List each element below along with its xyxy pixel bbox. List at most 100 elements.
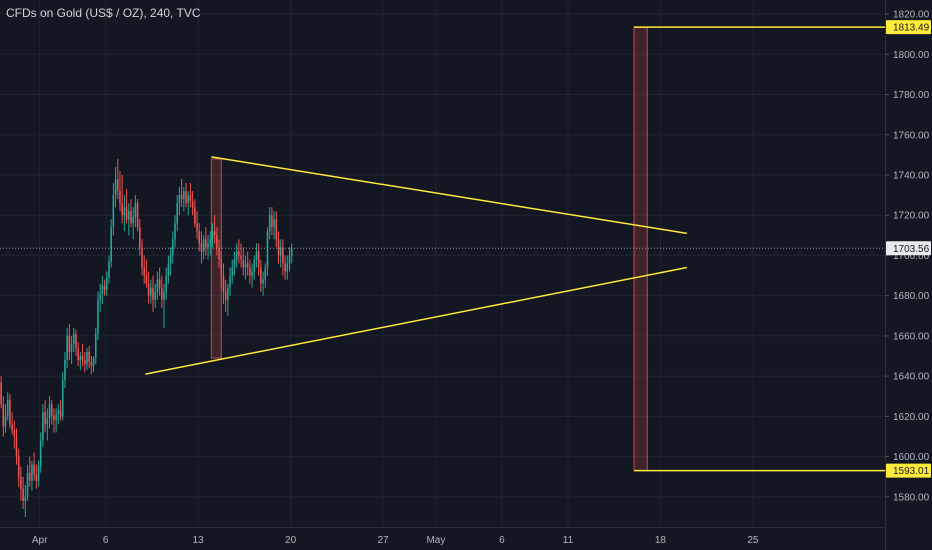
candle-body [275,219,278,240]
y-tick-label: 1700.00 [893,251,930,262]
candle-body [6,400,9,417]
candle-body [55,414,57,421]
price-level-tag-bg [886,463,931,478]
candle-body [196,223,198,232]
y-tick-label: 1640.00 [893,372,930,383]
candle-body [114,179,117,196]
candle-body [22,488,24,501]
candle-body [191,201,194,208]
candle-body [110,227,112,262]
candle-body [97,299,99,334]
x-tick-label: May [426,535,445,546]
candle-body [251,271,253,276]
candle-body [178,195,181,204]
range-box [633,26,648,472]
candle-body [64,360,66,381]
candle-body [288,255,291,264]
candle-body [216,235,218,248]
candle-body [127,211,130,220]
candle-body [48,404,51,419]
x-tick-label: 13 [193,535,205,546]
y-tick-label: 1740.00 [893,170,930,181]
candle-body [185,191,187,204]
candle-body [138,227,141,248]
x-tick-label: 6 [499,535,505,546]
y-tick-label: 1580.00 [893,492,930,503]
candle-body [72,333,75,344]
candle-body [123,207,126,216]
candle-body [136,203,139,228]
candle-body [11,424,13,431]
candle-body [150,287,152,296]
candle-body [130,211,132,224]
candle-body [119,191,121,204]
y-tick-label: 1620.00 [893,412,930,423]
candle-body [213,231,216,236]
y-tick-label: 1600.00 [893,452,930,463]
candle-body [94,333,97,359]
x-tick-label: 6 [103,535,109,546]
candle-body [244,263,247,268]
trendline-lower[interactable] [145,266,688,375]
candle-body [0,382,2,405]
candle-body [116,179,119,192]
candle-body [134,203,137,218]
candle-body [194,207,196,224]
candle-body [290,248,293,256]
candle-body [141,247,143,268]
y-tick-label: 1800.00 [893,50,930,61]
candle-body [233,259,236,268]
current-price-tag-bg [886,241,931,256]
candle-body [205,239,207,248]
candle-body [163,291,165,300]
candle-body [77,347,79,361]
candle-body [231,267,234,276]
candle-body [268,215,271,232]
trendline-upper[interactable] [211,156,687,235]
candle-body [83,360,86,365]
candle-body [224,291,227,300]
current-price-tag: 1703.56 [893,244,930,255]
candle-body [229,275,231,288]
candle-body [227,287,229,300]
candle-body [249,267,251,276]
candle-body [240,255,242,260]
candle-body [187,195,190,204]
candle-body [105,277,108,290]
candle-body [154,291,157,300]
candle-body [86,352,88,365]
candle-body [103,285,106,290]
x-tick-label: Apr [32,535,48,546]
candle-body [57,410,60,415]
candle-body [200,243,203,252]
candle-body [125,207,128,220]
candle-body [211,231,214,240]
candle-body [264,267,267,280]
candle-body [28,472,31,481]
candle-body [277,239,280,256]
candle-body [31,464,33,481]
candle-body [35,474,38,481]
candle-body [101,285,104,294]
candle-body [24,496,27,501]
candle-body [152,287,154,300]
candle-body [257,251,260,268]
y-tick-label: 1680.00 [893,291,930,302]
chart-title: CFDs on Gold (US$ / OZ), 240, TVC [6,6,201,20]
candle-body [198,231,201,244]
candle-body [235,251,238,260]
candle-body [75,333,77,348]
candle-body [158,279,161,288]
candle-body [145,275,148,284]
x-tick-label: 18 [655,535,667,546]
candle-body [70,343,73,353]
candle-body [165,275,168,292]
price-level-tag: 1813.49 [893,23,930,34]
candle-body [180,195,183,200]
x-tick-label: 20 [285,535,297,546]
candle-body [167,263,170,276]
candle-body [202,239,205,252]
candle-body [17,456,20,477]
